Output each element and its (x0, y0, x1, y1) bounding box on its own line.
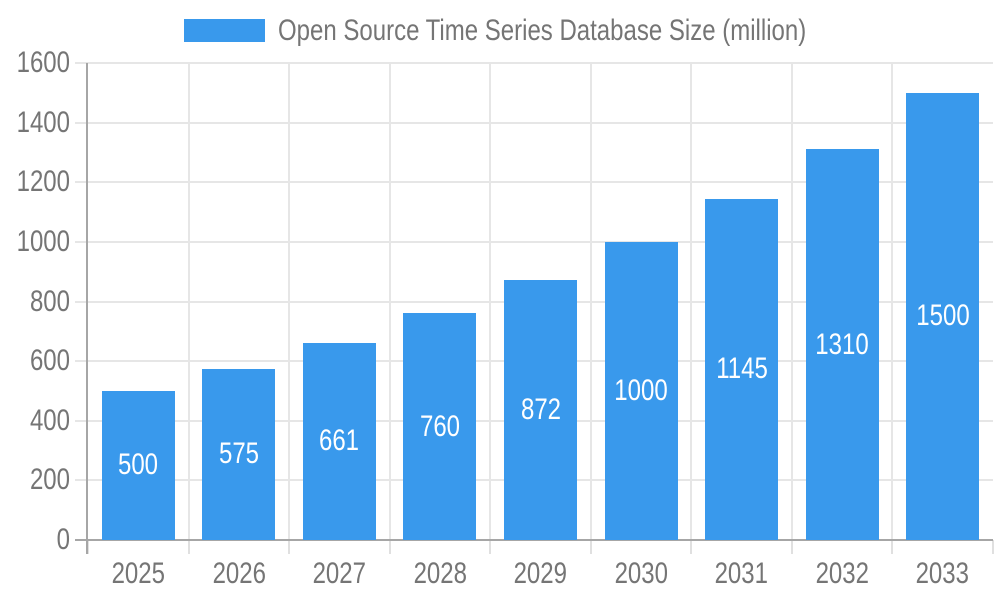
bar-value-label: 1145 (715, 352, 768, 386)
x-axis-tick-label: 2025 (111, 557, 165, 590)
y-axis-tick-label: 1600 (16, 46, 71, 79)
bar[interactable] (805, 149, 879, 540)
y-axis-tick-label: 400 (29, 403, 70, 437)
bar[interactable] (705, 198, 779, 540)
bar[interactable] (504, 280, 577, 540)
h-gridline (75, 181, 993, 184)
y-axis-tick-label: 1200 (16, 165, 71, 199)
bar-value-label: 1500 (916, 299, 970, 333)
bar-value-label: 500 (118, 448, 159, 482)
v-gridline (489, 63, 492, 540)
x-axis-tick (288, 540, 291, 554)
x-axis-line (75, 539, 993, 541)
y-axis-tick-label: 0 (56, 523, 70, 556)
legend-label: Open Source Time Series Database Size (m… (278, 13, 807, 47)
y-axis-line (86, 63, 88, 554)
x-axis-tick-label: 2030 (614, 557, 668, 590)
x-axis-tick (589, 540, 592, 554)
x-axis-tick-label: 2033 (916, 557, 970, 590)
v-gridline (388, 63, 391, 540)
x-axis-tick-label: 2028 (413, 557, 467, 590)
x-axis-tick (790, 540, 793, 554)
x-axis-tick (388, 540, 391, 554)
y-axis-tick-label: 1400 (16, 105, 71, 139)
bar-value-label: 661 (319, 424, 360, 458)
x-axis-tick-label: 2031 (714, 557, 769, 590)
x-axis-tick (489, 540, 492, 554)
v-gridline (891, 63, 894, 540)
v-gridline (589, 63, 592, 540)
bar[interactable] (604, 241, 678, 540)
x-axis-tick (187, 540, 190, 554)
y-axis-tick-label: 200 (29, 463, 70, 497)
x-axis-tick (690, 540, 693, 554)
y-axis-tick-label: 600 (29, 344, 70, 378)
y-axis-tick-label: 800 (29, 284, 70, 318)
x-axis-tick-label: 2032 (815, 557, 869, 590)
h-gridline (75, 121, 993, 124)
x-axis-tick (992, 540, 994, 554)
bar-value-label: 575 (218, 437, 259, 471)
legend-swatch-icon (184, 19, 265, 42)
v-gridline (790, 63, 793, 540)
v-gridline (288, 63, 291, 540)
bar-value-label: 1310 (815, 327, 869, 361)
x-axis-tick-label: 2029 (513, 557, 568, 590)
y-axis-tick-label: 1000 (16, 224, 71, 258)
v-gridline (187, 63, 190, 540)
v-gridline (690, 63, 693, 540)
bar-value-label: 1000 (614, 373, 668, 407)
x-axis-tick-label: 2027 (312, 557, 367, 590)
h-gridline (75, 62, 993, 64)
bar[interactable] (202, 368, 276, 540)
x-axis-tick-label: 2026 (212, 557, 266, 590)
bar-value-label: 760 (419, 409, 460, 443)
bar[interactable] (302, 342, 376, 540)
h-gridline (75, 240, 993, 243)
x-axis-tick (87, 540, 89, 554)
bar[interactable] (101, 390, 175, 540)
bar[interactable] (403, 313, 477, 540)
bar-value-label: 872 (520, 393, 561, 427)
legend[interactable]: Open Source Time Series Database Size (m… (184, 14, 938, 47)
x-axis-tick (891, 540, 894, 554)
bar[interactable] (906, 92, 980, 540)
